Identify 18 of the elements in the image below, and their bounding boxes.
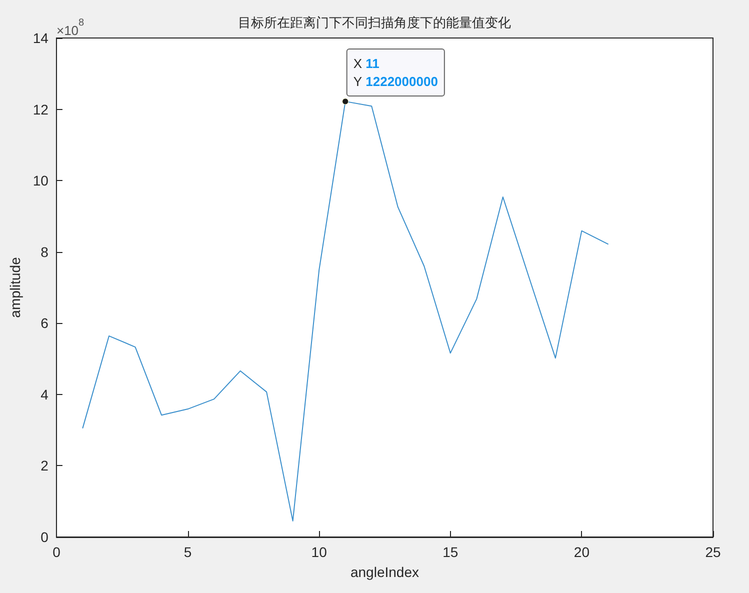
x-axis-title: angleIndex <box>350 564 419 580</box>
y-tick-label: 4 <box>40 386 49 402</box>
x-tick-label: 15 <box>442 544 458 560</box>
y-axis-title: amplitude <box>7 256 23 318</box>
y-tick-label: 12 <box>32 101 49 118</box>
x-tick-label: 10 <box>311 544 328 560</box>
annotation: X 11 Y 1222000000 <box>353 56 438 89</box>
y-tick-label: 8 <box>40 244 49 260</box>
y-tick-label: 10 <box>32 172 49 189</box>
y-tick-label: 14 <box>32 30 49 46</box>
x-tick-label: 25 <box>705 544 721 560</box>
x-tick-label: 5 <box>184 544 192 560</box>
x-tick-label: 20 <box>574 544 590 560</box>
y-tick-label: 0 <box>40 529 49 545</box>
y-tick-label: 6 <box>40 315 49 332</box>
x-tick-label: 0 <box>52 544 61 560</box>
y-tick-label: 2 <box>40 458 49 474</box>
chart-title: 目标所在距离门下不同扫描角度下的能量值变化 <box>238 15 511 31</box>
